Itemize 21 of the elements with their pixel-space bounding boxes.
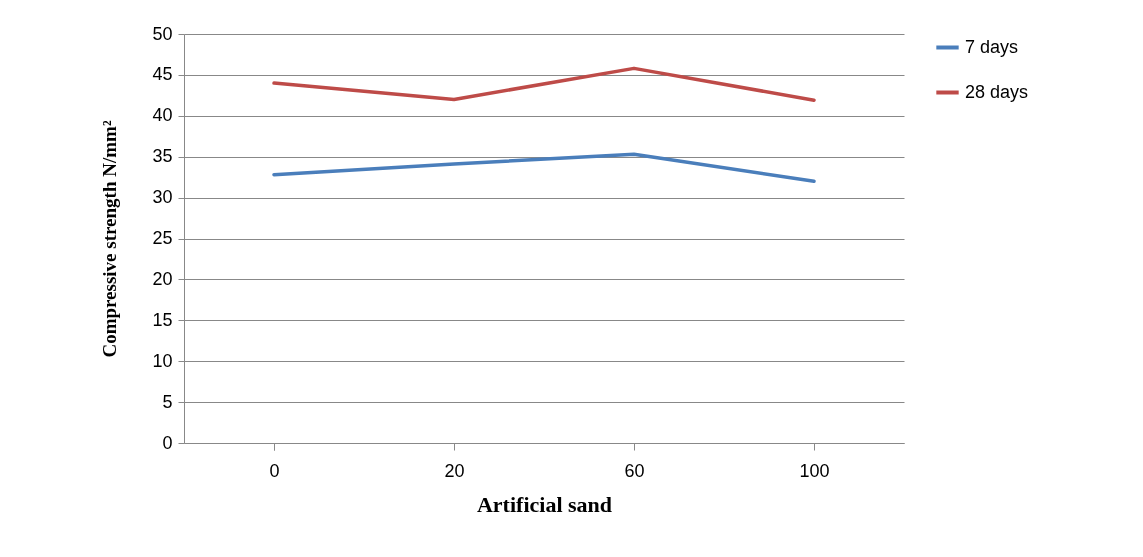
y-axis-title: Compressive strength N/mm²: [99, 120, 121, 358]
y-tick-label: 15: [152, 309, 173, 330]
y-tick-label: 45: [152, 64, 173, 85]
x-tick-label: 20: [444, 460, 465, 481]
x-tick-label: 100: [799, 460, 830, 481]
y-tick-label: 0: [162, 432, 173, 453]
y-tick-label: 10: [152, 350, 173, 371]
y-tick-label: 25: [152, 228, 173, 248]
legend-label: 28 days: [965, 81, 1029, 102]
x-tick-label: 0: [269, 460, 280, 481]
y-tick-label: 30: [152, 187, 173, 208]
line-series: [272, 66, 816, 103]
x-tick-label: 60: [624, 460, 645, 481]
y-tick-label: 5: [162, 391, 173, 412]
legend-label: 7 days: [965, 36, 1019, 57]
line-series: [272, 152, 816, 183]
y-tick-label: 50: [152, 23, 173, 44]
y-tick-label: 40: [152, 105, 173, 126]
x-axis-title: Artificial sand: [476, 491, 613, 517]
y-tick-label: 20: [152, 268, 173, 289]
y-tick-label: 35: [152, 146, 173, 167]
